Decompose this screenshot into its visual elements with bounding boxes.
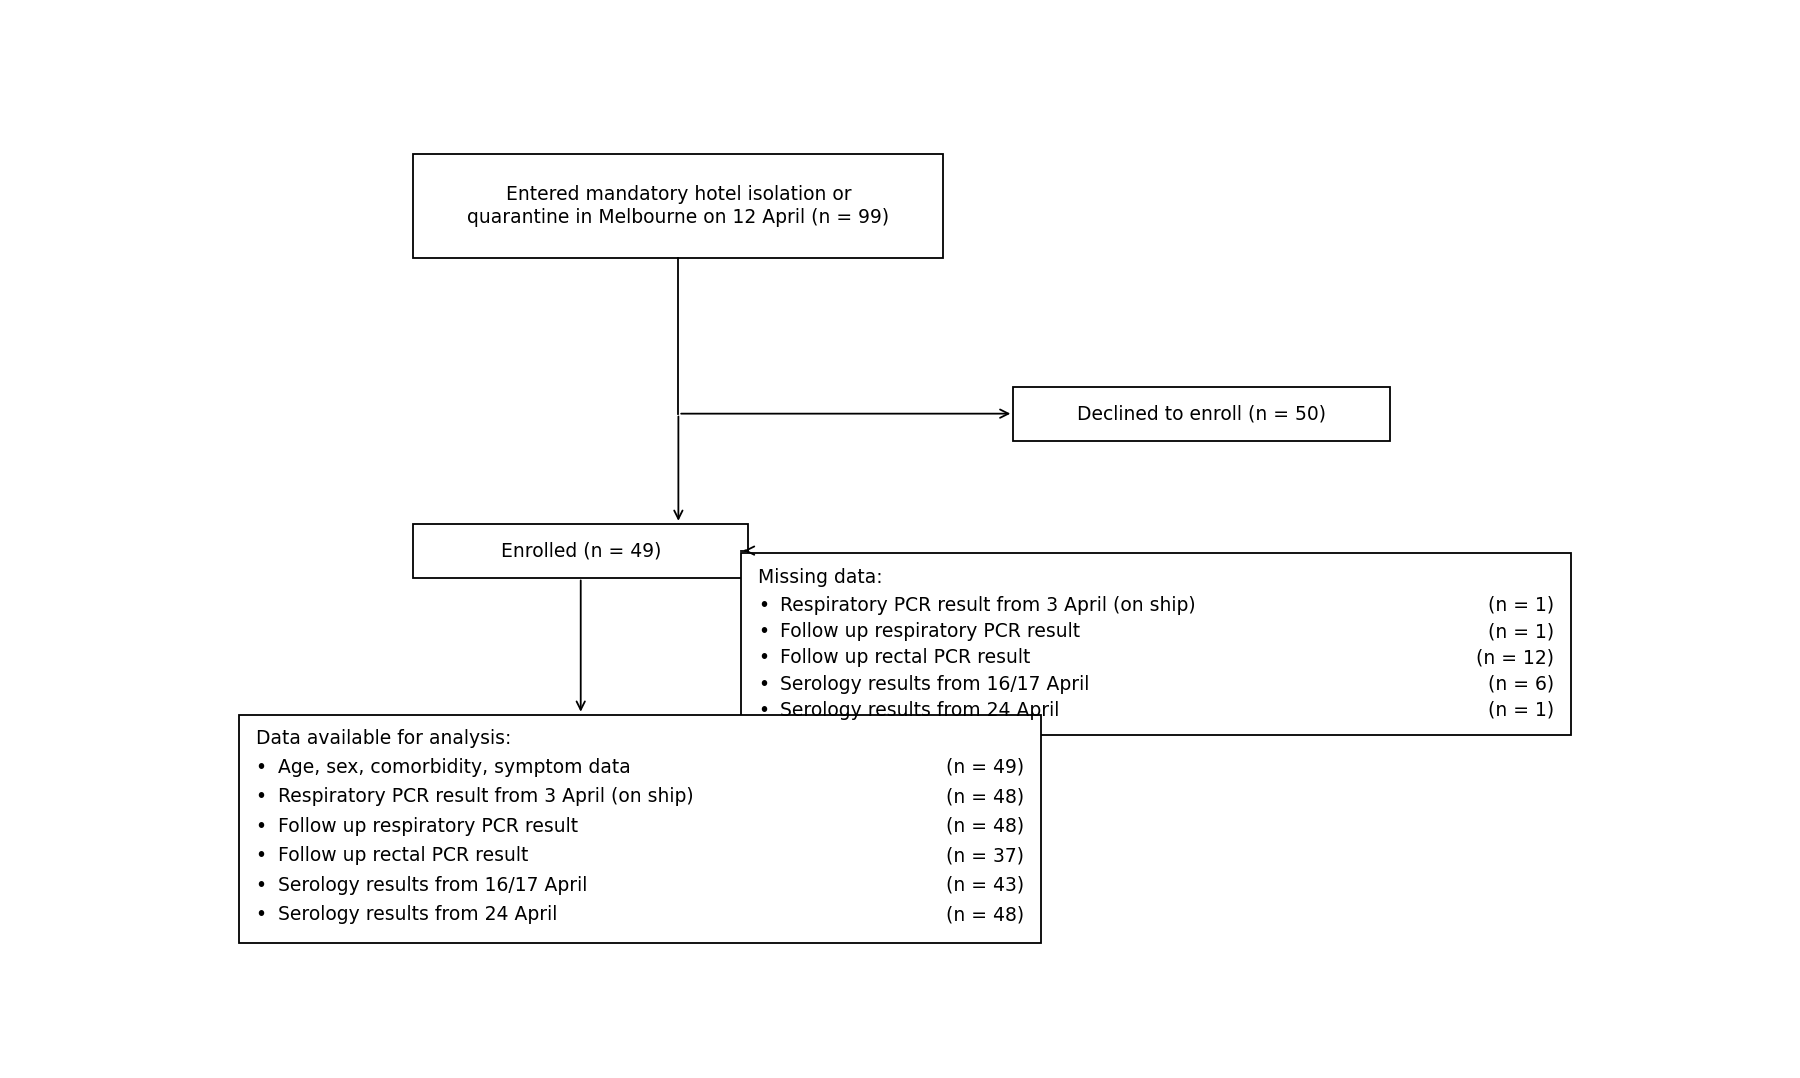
Text: Serology results from 24 April: Serology results from 24 April	[779, 701, 1060, 720]
Bar	[239, 715, 1040, 943]
Text: Serology results from 24 April: Serology results from 24 April	[277, 906, 558, 924]
Text: (n = 48): (n = 48)	[947, 906, 1024, 924]
Text: Follow up respiratory PCR result: Follow up respiratory PCR result	[779, 622, 1080, 641]
Text: (n = 48): (n = 48)	[947, 817, 1024, 835]
Text: Respiratory PCR result from 3 April (on ship): Respiratory PCR result from 3 April (on …	[277, 787, 693, 806]
Text: Follow up respiratory PCR result: Follow up respiratory PCR result	[277, 817, 578, 835]
Text: Follow up rectal PCR result: Follow up rectal PCR result	[779, 648, 1031, 667]
Text: •: •	[256, 787, 266, 806]
Text: •: •	[758, 675, 769, 693]
Text: Serology results from 16/17 April: Serology results from 16/17 April	[779, 675, 1089, 693]
Text: (n = 6): (n = 6)	[1489, 675, 1555, 693]
Text: Age, sex, comorbidity, symptom data: Age, sex, comorbidity, symptom data	[277, 758, 630, 777]
Text: •: •	[758, 701, 769, 720]
Bar	[414, 524, 749, 578]
Bar	[742, 553, 1571, 735]
Text: Respiratory PCR result from 3 April (on ship): Respiratory PCR result from 3 April (on …	[779, 596, 1195, 614]
Text: Data available for analysis:: Data available for analysis:	[256, 730, 511, 748]
Text: quarantine in Melbourne on 12 April (n = 99): quarantine in Melbourne on 12 April (n =…	[468, 208, 889, 227]
Bar	[1013, 387, 1390, 441]
Text: (n = 43): (n = 43)	[947, 875, 1024, 895]
Text: •: •	[758, 648, 769, 667]
Text: Serology results from 16/17 April: Serology results from 16/17 April	[277, 875, 587, 895]
Text: •: •	[256, 846, 266, 866]
Text: •: •	[758, 622, 769, 641]
Text: (n = 1): (n = 1)	[1489, 701, 1555, 720]
Text: (n = 1): (n = 1)	[1489, 622, 1555, 641]
Text: Enrolled (n = 49): Enrolled (n = 49)	[500, 541, 661, 561]
Text: (n = 37): (n = 37)	[947, 846, 1024, 866]
Text: (n = 12): (n = 12)	[1476, 648, 1555, 667]
Text: Missing data:: Missing data:	[758, 568, 882, 586]
Text: (n = 49): (n = 49)	[947, 758, 1024, 777]
Text: Entered mandatory hotel isolation or: Entered mandatory hotel isolation or	[506, 185, 851, 204]
Text: (n = 48): (n = 48)	[947, 787, 1024, 806]
Text: •: •	[256, 906, 266, 924]
Text: (n = 1): (n = 1)	[1489, 596, 1555, 614]
Text: •: •	[256, 758, 266, 777]
Text: •: •	[256, 817, 266, 835]
Text: Follow up rectal PCR result: Follow up rectal PCR result	[277, 846, 529, 866]
Text: Declined to enroll (n = 50): Declined to enroll (n = 50)	[1076, 404, 1327, 424]
Text: •: •	[256, 875, 266, 895]
Bar	[414, 154, 943, 258]
Text: •: •	[758, 596, 769, 614]
